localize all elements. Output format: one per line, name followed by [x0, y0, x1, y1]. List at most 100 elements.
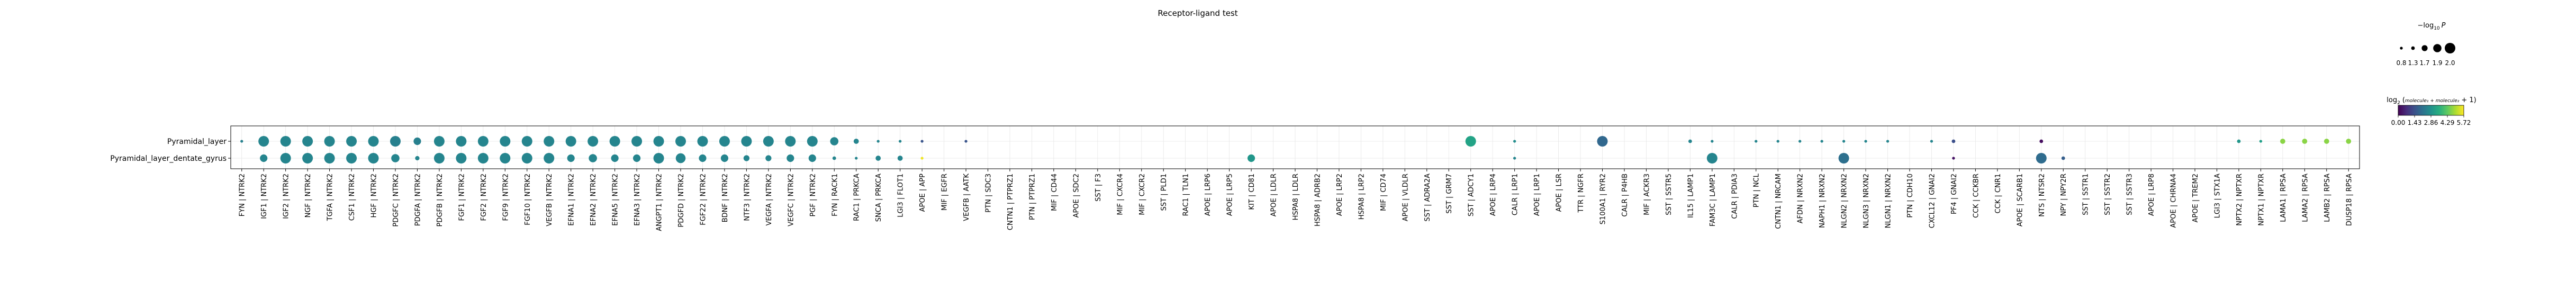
size-legend-label: 1.9	[2432, 59, 2442, 67]
dot	[763, 136, 774, 147]
column-label: HSPA8 | LRP2	[1358, 174, 1366, 220]
size-legend-dot	[2433, 44, 2442, 52]
dot	[1755, 140, 1758, 143]
dot	[1248, 154, 1255, 162]
dot	[500, 136, 511, 147]
plot-area: Pyramidal_layer Pyramidal_layer_dentate_g…	[110, 125, 2360, 231]
column-label: FYN | NTRK2	[239, 174, 247, 216]
column-label: SST | SSTR5	[1665, 174, 1673, 215]
column-label: CNTN1 | PTPRZ1	[1007, 174, 1015, 230]
size-legend-dot	[2445, 43, 2455, 53]
dot	[741, 136, 752, 147]
dot	[280, 153, 291, 163]
size-legend-dot	[2400, 47, 2403, 50]
dot	[920, 140, 924, 143]
dot	[521, 153, 532, 163]
dot	[808, 154, 816, 162]
dot	[258, 136, 269, 147]
dot	[346, 153, 357, 163]
dot	[2237, 139, 2241, 143]
column-label: IL15 | LAMP1	[1687, 174, 1695, 218]
dot	[587, 136, 599, 147]
column-label: PDGFB | NTRK2	[436, 174, 444, 226]
size-legend-label: 1.3	[2408, 59, 2418, 67]
column-label: FGF10 | NTRK2	[524, 174, 532, 225]
column-label: NTS | NTSR2	[2038, 174, 2046, 217]
dot	[964, 140, 968, 143]
colorbar	[2398, 105, 2464, 116]
dot	[898, 140, 902, 143]
column-label: APOE | LRP5	[1226, 174, 1234, 216]
dot	[785, 136, 796, 147]
dot	[2039, 139, 2044, 143]
dot	[611, 154, 619, 162]
column-label: NPTX2 | NPTXR	[2236, 174, 2244, 226]
dot	[240, 140, 243, 143]
size-legend-dot	[2421, 45, 2428, 51]
column-label: LGI3 | FLOT1	[897, 174, 905, 217]
column-label: VEGFC | NTRK2	[787, 174, 795, 226]
column-label: SST | PLD1	[1160, 174, 1168, 211]
column-label: EFNA2 | NTRK2	[590, 174, 598, 226]
column-label: CNTN1 | NRCAM	[1775, 174, 1783, 229]
column-label: APOE | LDLR	[1270, 174, 1278, 216]
dot	[787, 154, 794, 162]
column-label: EFNA1 | NTRK2	[568, 174, 576, 226]
column-label: NPY | NPY2R	[2060, 174, 2068, 216]
column-label: APOE | CHRNA4	[2170, 174, 2178, 228]
column-label: AFDN | NRXN2	[1797, 174, 1805, 223]
column-label: LGI3 | STX1A	[2213, 174, 2221, 218]
column-label: CCK | CNR1	[1994, 174, 2002, 213]
dot	[1776, 140, 1779, 143]
dot	[2061, 156, 2065, 160]
size-legend-dots: 0.8 1.3 1.7 1.9 2.0	[2396, 43, 2455, 67]
dot	[456, 153, 467, 163]
column-label: APOE | VLDLR	[1402, 174, 1409, 221]
size-legend-label: 1.7	[2419, 59, 2429, 67]
size-legend: −log10 P 0.8 1.3 1.7 1.9 2.0	[2396, 22, 2455, 67]
column-label: APOE | APP	[919, 174, 927, 212]
dot	[500, 153, 511, 163]
dot	[897, 156, 903, 161]
dot	[830, 137, 839, 146]
column-label: HSPA8 | ADRB2	[1314, 174, 1322, 226]
dot	[1930, 140, 1933, 143]
dot	[415, 156, 420, 161]
column-label: PDGFC | NTRK2	[392, 174, 400, 227]
dot	[609, 136, 620, 147]
column-label: APOE | LRP8	[2148, 174, 2156, 216]
column-label: EFNA3 | NTRK2	[634, 174, 641, 226]
dot	[853, 139, 859, 144]
column-label: PTN | SDC3	[985, 174, 993, 213]
dot	[1706, 153, 1718, 163]
column-label: SST | F3	[1095, 174, 1102, 202]
column-label: APOE | SDC2	[1072, 174, 1080, 217]
dot	[544, 136, 555, 147]
column-label: ANGPT1 | NTRK2	[656, 174, 664, 231]
dot	[1838, 153, 1849, 163]
dot	[2259, 140, 2263, 143]
column-label: HGF | NTRK2	[370, 174, 378, 217]
column-label: HSPA8 | LDLR	[1292, 174, 1300, 220]
colorbar-tick-label: 2.86	[2424, 119, 2438, 126]
dot	[807, 136, 818, 147]
dot	[1842, 140, 1846, 143]
dot	[697, 136, 708, 147]
column-label: FGF2 | NTRK2	[480, 174, 488, 221]
dot	[1820, 140, 1823, 143]
dot	[521, 136, 532, 147]
dot	[653, 153, 664, 163]
color-legend-title: log2 (molecule₁ + molecule₂ + 1)	[2387, 96, 2476, 106]
dot	[413, 137, 421, 146]
column-label: FGF22 | NTRK2	[699, 174, 707, 225]
dot	[2036, 153, 2047, 163]
dot	[280, 136, 291, 147]
column-label: APOE | LRP4	[1489, 174, 1497, 216]
column-label: APOE | LRP6	[1204, 174, 1212, 216]
dot	[876, 140, 880, 143]
column-label: FAM3C | LAMP1	[1709, 174, 1717, 226]
column-label: VEGFB | NTRK2	[546, 174, 554, 226]
column-label: LAMA1 | RPSA	[2280, 174, 2288, 222]
column-label: MIF | CXCR4	[1116, 174, 1124, 215]
